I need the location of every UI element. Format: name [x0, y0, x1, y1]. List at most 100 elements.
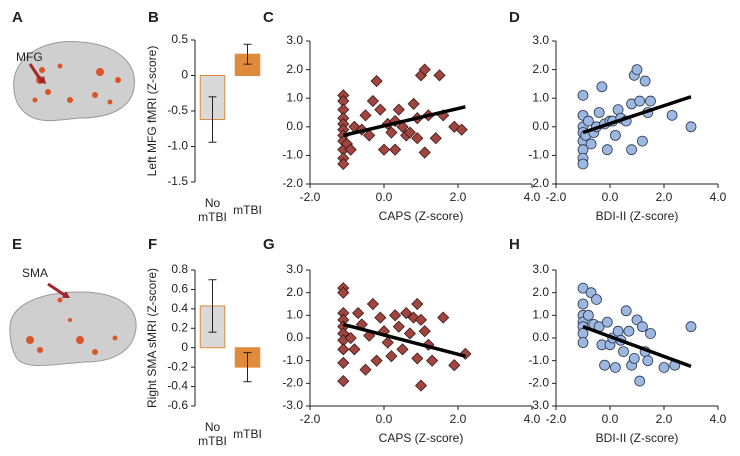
point — [433, 69, 446, 82]
x-tick-label: 0.0 — [602, 412, 619, 426]
x-tick-label: mTBI — [233, 427, 262, 441]
panel-label: D — [509, 9, 520, 26]
point — [577, 282, 589, 294]
point — [366, 94, 379, 108]
panel-label: B — [148, 9, 159, 26]
y-tick-label: 0.0 — [532, 330, 549, 344]
point — [363, 129, 376, 142]
point — [337, 157, 350, 171]
point — [396, 120, 409, 133]
arrow — [28, 63, 44, 83]
x-tick-label: -2.0 — [300, 412, 321, 426]
y-tick-label: 0 — [181, 68, 188, 82]
x-axis-label: BDI-II (Z-score) — [596, 431, 679, 445]
y-tick-label: -1.0 — [282, 353, 303, 367]
x-tick-label: 2.0 — [450, 190, 467, 204]
activation — [26, 297, 118, 355]
point — [414, 313, 428, 326]
point — [666, 109, 678, 121]
point — [418, 146, 431, 159]
x-tick-label: -2.0 — [546, 412, 567, 426]
brain-e: E SMA — [9, 236, 137, 367]
point — [583, 309, 594, 321]
y-tick-label: 0.4 — [171, 301, 188, 315]
brain-a: A MFG — [12, 9, 135, 122]
trend-line — [582, 95, 692, 135]
point — [642, 355, 654, 367]
x-tick-label: 0.0 — [376, 412, 393, 426]
x-tick-label: -2.0 — [300, 190, 321, 204]
y-tick-label: 2.0 — [286, 62, 303, 76]
y-tick-label: -2.0 — [528, 176, 549, 190]
point — [631, 64, 643, 75]
point — [407, 97, 420, 110]
panel-label: G — [263, 236, 275, 253]
point — [634, 375, 646, 387]
x-tick-label: 4.0 — [524, 412, 541, 426]
point — [418, 63, 431, 76]
point — [429, 132, 442, 145]
y-tick-label: -3.0 — [528, 398, 549, 412]
point — [344, 143, 357, 156]
point — [392, 320, 405, 333]
y-tick-label: -1.5 — [167, 174, 188, 188]
x-tick-label: 4.0 — [710, 190, 727, 204]
point — [377, 143, 391, 156]
point — [623, 325, 635, 337]
point — [363, 329, 376, 342]
point — [685, 121, 697, 133]
point — [411, 132, 424, 145]
point — [411, 297, 424, 311]
point — [583, 115, 594, 127]
x-tick-label: -2.0 — [546, 190, 567, 204]
point — [585, 138, 597, 150]
arrow — [47, 282, 67, 298]
point — [418, 325, 431, 338]
region-label: SMA — [22, 266, 48, 280]
x-tick-label: 0.0 — [602, 190, 619, 204]
y-tick-label: 0 — [181, 340, 188, 354]
point — [618, 346, 629, 358]
y-tick-label: 0.8 — [171, 262, 188, 276]
panel-label: H — [509, 236, 520, 253]
point — [610, 129, 621, 141]
trend-line — [582, 325, 692, 368]
point — [645, 328, 656, 339]
y-axis-label: Left MFG fMRI (Z-score) — [145, 46, 159, 177]
point — [596, 81, 608, 93]
y-tick-label: 2.0 — [532, 285, 549, 299]
x-axis-label: CAPS (Z-score) — [379, 209, 464, 223]
y-tick-label: -1.0 — [282, 148, 303, 162]
panel-label: F — [148, 236, 157, 253]
point — [577, 158, 589, 170]
x-tick-label: 4.0 — [710, 412, 727, 426]
point — [591, 294, 602, 305]
point — [426, 354, 439, 367]
point — [389, 309, 402, 322]
arrow-head — [62, 291, 70, 298]
point — [634, 95, 646, 107]
brain — [13, 41, 135, 122]
point — [610, 362, 621, 373]
point — [337, 286, 350, 299]
point — [337, 375, 350, 388]
y-tick-label: 0.5 — [171, 32, 188, 46]
panel-label: E — [12, 236, 22, 253]
point — [577, 89, 589, 101]
x-tick-label: 4.0 — [524, 190, 541, 204]
y-tick-label: 3.0 — [286, 262, 303, 276]
point — [448, 359, 461, 372]
point — [601, 316, 613, 328]
point — [392, 103, 405, 116]
x-tick-label: No mTBI — [198, 196, 227, 224]
point — [577, 328, 589, 339]
y-tick-label: -0.6 — [167, 398, 188, 412]
point — [396, 343, 409, 356]
point — [620, 305, 632, 317]
y-tick-label: 2.0 — [532, 62, 549, 76]
y-tick-label: 2.0 — [286, 285, 303, 299]
y-tick-label: -2.0 — [528, 376, 549, 390]
y-tick-label: -0.5 — [167, 103, 188, 117]
region-label: MFG — [16, 50, 43, 64]
